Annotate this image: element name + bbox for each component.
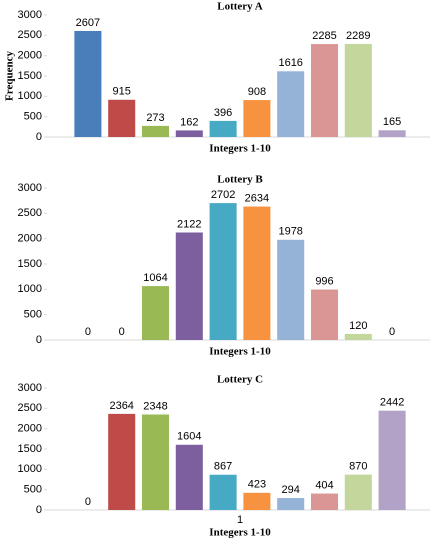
x-axis-label: Integers 1-10 (209, 527, 271, 539)
y-tick-label: 2500 (18, 402, 42, 414)
y-tick-label: 2000 (18, 423, 42, 435)
data-label: 1616 (278, 57, 302, 69)
y-tick-label: 500 (24, 111, 42, 123)
data-label: 870 (349, 461, 367, 473)
bar (108, 99, 136, 137)
bar (209, 474, 237, 510)
bar (277, 239, 305, 340)
y-tick-label: 3000 (18, 9, 42, 21)
y-axis-label: Frequency (4, 51, 16, 101)
data-label: 273 (146, 112, 164, 124)
bar (378, 410, 406, 510)
bar (243, 100, 271, 137)
y-tick-label: 1000 (18, 283, 42, 295)
y-tick-label: 1500 (18, 443, 42, 455)
chart-title: Lottery C (217, 374, 263, 386)
data-label: 2122 (177, 218, 201, 230)
data-label: 423 (248, 479, 266, 491)
y-tick-label: 3000 (18, 382, 42, 394)
bar (175, 130, 203, 137)
data-label: 0 (119, 326, 125, 338)
y-tick-label: 1500 (18, 70, 42, 82)
data-label: 867 (214, 461, 232, 473)
data-label: 0 (85, 326, 91, 338)
y-tick-label: 1000 (18, 463, 42, 475)
bar (108, 413, 136, 510)
data-label: 162 (180, 116, 198, 128)
bar (277, 71, 305, 137)
y-tick-label: 500 (24, 484, 42, 496)
bar (175, 444, 203, 510)
bar (209, 203, 237, 340)
data-label: 915 (113, 86, 131, 98)
data-label: 1978 (278, 226, 302, 238)
bar (344, 43, 372, 137)
bar (141, 125, 170, 137)
data-label: 294 (282, 484, 300, 496)
data-label: 0 (85, 496, 91, 508)
data-label: 404 (315, 479, 333, 491)
chart-title: Lottery B (217, 174, 263, 186)
bar (243, 206, 271, 340)
y-tick-label: 2000 (18, 233, 42, 245)
data-label: 2702 (211, 189, 235, 201)
bar (175, 232, 203, 340)
data-label: 2634 (245, 192, 269, 204)
bar (74, 30, 102, 137)
bar (209, 120, 237, 137)
y-tick-label: 1000 (18, 90, 42, 102)
data-label: 1604 (177, 431, 201, 443)
bar (344, 333, 372, 340)
data-label: 396 (214, 107, 232, 119)
bar (243, 492, 271, 510)
data-label: 2607 (76, 17, 100, 29)
x-axis-label: Integers 1-10 (209, 143, 271, 155)
y-tick-label: 0 (36, 334, 42, 346)
y-tick-label: 3000 (18, 182, 42, 194)
y-tick-label: 2500 (18, 29, 42, 41)
data-label: 908 (248, 86, 266, 98)
data-label: 2348 (143, 400, 167, 412)
y-tick-label: 2000 (18, 50, 42, 62)
y-tick-label: 1500 (18, 258, 42, 270)
x-tick-label: 1 (237, 514, 243, 526)
chart-title: Lottery A (217, 1, 263, 13)
y-tick-label: 0 (36, 504, 42, 516)
data-label: 2442 (380, 397, 404, 409)
bar (310, 493, 339, 510)
y-tick-label: 500 (24, 309, 42, 321)
y-tick-label: 2500 (18, 207, 42, 219)
bar (277, 498, 305, 510)
bar (344, 474, 372, 510)
data-label: 2364 (109, 400, 133, 412)
bar (141, 286, 170, 340)
data-label: 2285 (312, 30, 336, 42)
data-label: 120 (349, 320, 367, 332)
bar (310, 44, 339, 137)
data-label: 996 (315, 275, 333, 287)
bar (310, 289, 339, 340)
data-label: 2289 (346, 30, 370, 42)
bar (141, 414, 170, 510)
y-tick-label: 0 (36, 131, 42, 143)
bar (378, 130, 406, 137)
data-label: 165 (383, 116, 401, 128)
data-label: 1064 (143, 272, 167, 284)
data-label: 0 (389, 326, 395, 338)
x-axis-label: Integers 1-10 (209, 346, 271, 358)
